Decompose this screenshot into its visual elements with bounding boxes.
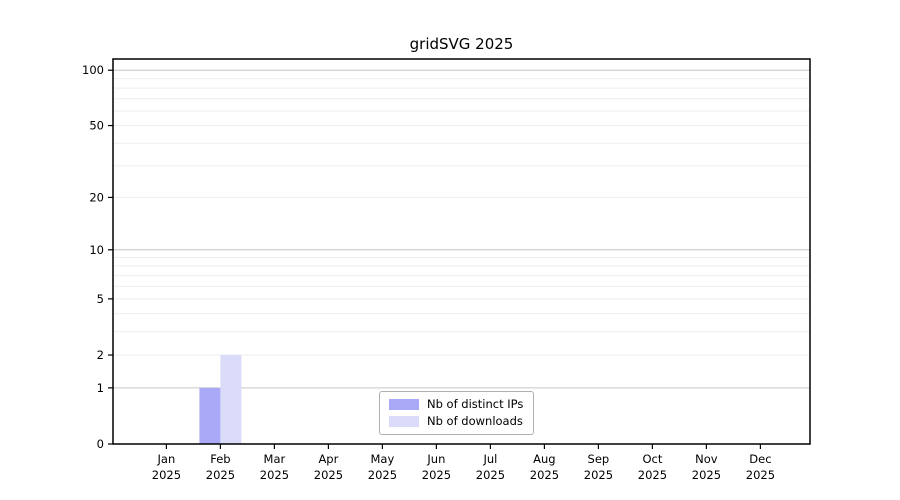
x-axis-tick-label-year: 2025: [692, 468, 721, 482]
x-axis-tick-label-year: 2025: [368, 468, 397, 482]
x-axis-tick-label-year: 2025: [314, 468, 343, 482]
legend-label-downloads: Nb of downloads: [427, 414, 523, 428]
x-axis-tick-label-month: Aug: [533, 452, 555, 466]
x-axis-tick-label-month: Apr: [318, 452, 338, 466]
x-axis-tick-label-month: Nov: [695, 452, 718, 466]
y-axis-tick-label: 2: [97, 348, 104, 362]
x-axis-tick-label-month: Jul: [482, 452, 497, 466]
legend-entry-distinct-ips: Nb of distinct IPs: [389, 398, 523, 411]
x-axis-tick-label-year: 2025: [422, 468, 451, 482]
x-axis-tick-label-month: Dec: [749, 452, 771, 466]
y-axis-tick-label: 50: [89, 119, 104, 133]
x-axis-tick-label-month: Mar: [264, 452, 286, 466]
x-axis-tick-label-year: 2025: [152, 468, 181, 482]
x-axis-tick-label-year: 2025: [206, 468, 235, 482]
legend-swatch-distinct-ips: [389, 399, 419, 410]
y-axis-tick-label: 20: [89, 190, 104, 204]
x-axis-tick-label-year: 2025: [584, 468, 613, 482]
x-axis-tick-label-month: Feb: [210, 452, 230, 466]
x-axis-tick-label-year: 2025: [476, 468, 505, 482]
x-axis-tick-label-month: May: [371, 452, 395, 466]
x-axis-tick-label-month: Oct: [642, 452, 662, 466]
plot-border: [112, 58, 811, 445]
x-axis-tick-label-year: 2025: [638, 468, 667, 482]
legend-label-distinct-ips: Nb of distinct IPs: [427, 397, 524, 411]
y-axis-tick-label: 0: [97, 437, 104, 451]
legend-swatch-downloads: [389, 416, 419, 427]
x-axis-tick-label-month: Jan: [157, 452, 176, 466]
x-axis-tick-label-month: Jun: [426, 452, 445, 466]
chart-title: gridSVG 2025: [409, 35, 514, 53]
legend: Nb of distinct IPs Nb of downloads: [379, 391, 535, 435]
x-axis-tick-label-month: Sep: [588, 452, 610, 466]
x-axis-tick-label-year: 2025: [260, 468, 289, 482]
y-axis-tick-label: 100: [82, 63, 104, 77]
y-axis-tick-label: 10: [89, 243, 104, 257]
y-axis-tick-label: 1: [97, 381, 104, 395]
x-axis-tick-label-year: 2025: [746, 468, 775, 482]
y-axis-tick-label: 5: [97, 292, 104, 306]
bar-nb-of-distinct-ips: [199, 387, 221, 444]
x-axis-tick-label-year: 2025: [530, 468, 559, 482]
bar-nb-of-downloads: [220, 355, 242, 444]
legend-entry-downloads: Nb of downloads: [389, 415, 523, 428]
